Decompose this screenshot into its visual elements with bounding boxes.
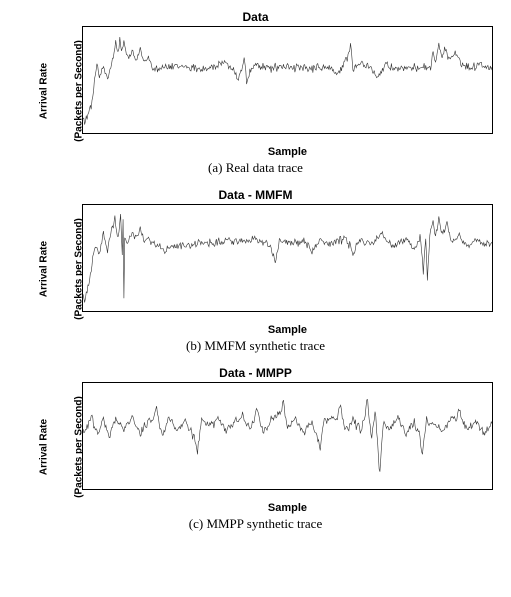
x-tick: 200 <box>157 489 172 490</box>
chart-caption: (b) MMFM synthetic trace <box>10 338 501 354</box>
x-tick: 200 <box>157 311 172 312</box>
trace-line <box>83 27 492 133</box>
x-tick: 600 <box>321 489 336 490</box>
chart-area: Arrival Rate(Packets per Second)02000400… <box>58 382 493 512</box>
x-tick: 0 <box>82 133 86 134</box>
x-tick: 500 <box>280 133 295 134</box>
chart-caption: (c) MMPP synthetic trace <box>10 516 501 532</box>
plot-box: 0200040006000800010000120000100200300400… <box>82 204 493 312</box>
x-tick: 500 <box>280 311 295 312</box>
x-tick: 800 <box>403 311 418 312</box>
chart-c: Data - MMPPArrival Rate(Packets per Seco… <box>10 366 501 532</box>
x-tick: 100 <box>116 133 131 134</box>
x-axis-label: Sample <box>82 146 493 158</box>
x-tick: 200 <box>157 133 172 134</box>
chart-area: Arrival Rate(Packets per Second)02000400… <box>58 204 493 334</box>
y-tick: 2000 <box>82 466 83 476</box>
x-tick: 800 <box>403 133 418 134</box>
y-tick: 10000 <box>82 218 83 228</box>
y-tick: 12000 <box>82 204 83 210</box>
y-tick: 12000 <box>82 26 83 32</box>
y-tick: 4000 <box>82 449 83 459</box>
y-tick: 6000 <box>82 75 83 85</box>
y-tick: 10000 <box>82 40 83 50</box>
x-tick: 0 <box>82 311 86 312</box>
y-axis-label-1: Arrival Rate <box>39 241 50 297</box>
chart-title: Data <box>10 10 501 24</box>
x-tick: 900 <box>444 133 459 134</box>
x-axis-label: Sample <box>82 502 493 514</box>
chart-a: DataArrival Rate(Packets per Second)0200… <box>10 10 501 176</box>
x-tick: 100 <box>116 311 131 312</box>
x-tick: 0 <box>82 489 86 490</box>
x-tick: 1000 <box>482 489 493 490</box>
x-tick: 700 <box>362 311 377 312</box>
plot-box: 0200040006000800010000120000100200300400… <box>82 26 493 134</box>
y-tick: 6000 <box>82 431 83 441</box>
chart-title: Data - MMPP <box>10 366 501 380</box>
x-tick: 600 <box>321 311 336 312</box>
y-tick: 4000 <box>82 93 83 103</box>
x-tick: 900 <box>444 489 459 490</box>
y-tick: 4000 <box>82 271 83 281</box>
x-tick: 1000 <box>482 311 493 312</box>
x-tick: 300 <box>198 489 213 490</box>
x-tick: 800 <box>403 489 418 490</box>
x-tick: 100 <box>116 489 131 490</box>
y-axis-label-1: Arrival Rate <box>39 63 50 119</box>
x-tick: 400 <box>239 311 254 312</box>
x-tick: 1000 <box>482 133 493 134</box>
y-tick: 6000 <box>82 253 83 263</box>
chart-b: Data - MMFMArrival Rate(Packets per Seco… <box>10 188 501 354</box>
x-tick: 500 <box>280 489 295 490</box>
chart-title: Data - MMFM <box>10 188 501 202</box>
y-tick: 0 <box>82 128 83 134</box>
x-tick: 600 <box>321 133 336 134</box>
x-tick: 300 <box>198 133 213 134</box>
x-tick: 700 <box>362 133 377 134</box>
plot-box: 0200040006000800010000120000100200300400… <box>82 382 493 490</box>
x-tick: 900 <box>444 311 459 312</box>
y-tick: 8000 <box>82 235 83 245</box>
y-tick: 8000 <box>82 413 83 423</box>
y-tick: 2000 <box>82 288 83 298</box>
y-tick: 2000 <box>82 110 83 120</box>
x-tick: 400 <box>239 489 254 490</box>
trace-line <box>83 205 492 311</box>
y-tick: 0 <box>82 484 83 490</box>
chart-area: Arrival Rate(Packets per Second)02000400… <box>58 26 493 156</box>
x-axis-label: Sample <box>82 324 493 336</box>
x-tick: 400 <box>239 133 254 134</box>
chart-caption: (a) Real data trace <box>10 160 501 176</box>
y-tick: 0 <box>82 306 83 312</box>
x-tick: 300 <box>198 311 213 312</box>
y-tick: 10000 <box>82 396 83 406</box>
y-axis-label-1: Arrival Rate <box>39 419 50 475</box>
y-tick: 12000 <box>82 382 83 388</box>
x-tick: 700 <box>362 489 377 490</box>
y-tick: 8000 <box>82 57 83 67</box>
trace-line <box>83 383 492 489</box>
